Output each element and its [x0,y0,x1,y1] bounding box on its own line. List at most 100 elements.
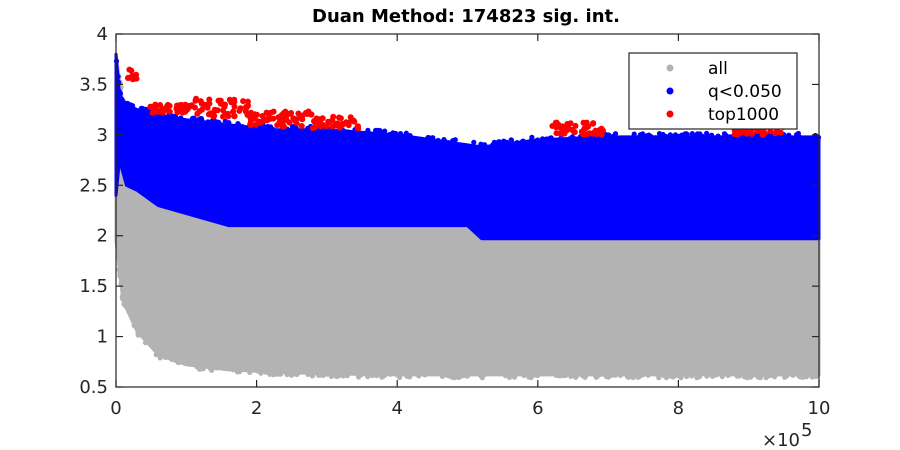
data-point [709,373,716,379]
data-point [800,374,806,380]
data-point [248,109,254,116]
data-point [178,115,184,121]
data-point [741,374,747,380]
legend-box [628,52,798,130]
data-point [582,131,589,138]
data-point [365,127,371,133]
data-point [333,371,339,377]
data-point [337,115,344,122]
data-point [759,129,766,136]
data-point [230,367,236,373]
data-point [590,120,596,127]
legend: all q<0.050 top1000 [628,52,798,130]
data-point [209,118,215,124]
data-point [118,281,124,287]
data-point [194,363,200,369]
data-point [276,120,283,127]
data-point [481,144,487,150]
data-point [782,134,788,140]
data-point [177,106,184,113]
data-point [490,142,496,148]
data-point [265,116,272,123]
data-point [197,98,204,105]
data-point [226,120,232,126]
data-point [436,139,443,145]
legend-label-sig: q<0.050 [708,82,782,102]
data-point [293,116,300,123]
x-tick-label: 4 [391,398,402,419]
data-point [427,135,433,141]
data-point [593,374,599,380]
data-point [253,121,260,128]
data-point [154,349,160,355]
series-points-sig [113,58,822,150]
data-point [265,369,272,376]
data-point [544,371,550,377]
data-point [623,135,629,141]
data-point [393,371,399,377]
data-point [790,372,796,378]
data-point [286,110,293,117]
data-point [243,104,250,111]
data-point [675,372,681,379]
data-point [684,373,690,379]
data-point [209,367,215,373]
data-point [285,370,291,376]
data-point [709,132,715,138]
data-point [599,371,605,377]
data-point [580,119,587,126]
data-point [259,125,266,131]
data-point [403,130,409,136]
data-point [704,130,710,136]
data-point [558,135,564,141]
data-point [405,373,411,379]
data-point [519,138,526,145]
data-point [603,132,609,138]
legend-marker-top [666,110,674,118]
data-point [247,369,253,375]
x-tick-label: 2 [251,398,262,419]
data-point [422,372,428,378]
data-point [338,370,344,376]
data-point [120,296,126,302]
data-point [382,128,388,134]
data-point [526,374,532,380]
data-point [582,374,588,380]
data-point [553,372,560,378]
data-point [640,131,646,137]
legend-marker-sig [666,87,674,95]
data-point [270,115,277,122]
data-point [398,132,404,139]
data-point [683,132,689,138]
data-point [354,371,360,377]
data-point [315,116,322,123]
data-point [150,104,157,111]
data-point [610,371,616,378]
data-point [172,357,178,363]
data-point [378,371,384,377]
legend-label-top: top1000 [708,105,779,125]
axis-tick-labels: 0 2 4 6 8 10 0.5 1 1.5 2 2.5 3 3.5 4 [79,24,830,419]
data-point [328,117,335,124]
data-point [531,372,538,378]
x-multiplier-exponent: 5 [801,420,812,441]
data-point [312,370,318,376]
legend-label-all: all [708,59,728,79]
data-point [124,100,131,106]
data-point [553,130,560,137]
data-point [157,102,164,108]
data-point [374,130,380,136]
data-point [207,110,214,117]
data-point [459,373,465,379]
data-point [281,123,287,130]
data-point [719,373,725,380]
data-point [221,103,228,110]
data-point [529,137,535,143]
data-point [704,373,710,379]
data-point [734,373,740,379]
data-point [447,140,453,146]
data-point [298,123,305,129]
data-point [387,371,393,377]
y-tick-label: 3.5 [79,74,108,95]
data-point [569,372,575,379]
